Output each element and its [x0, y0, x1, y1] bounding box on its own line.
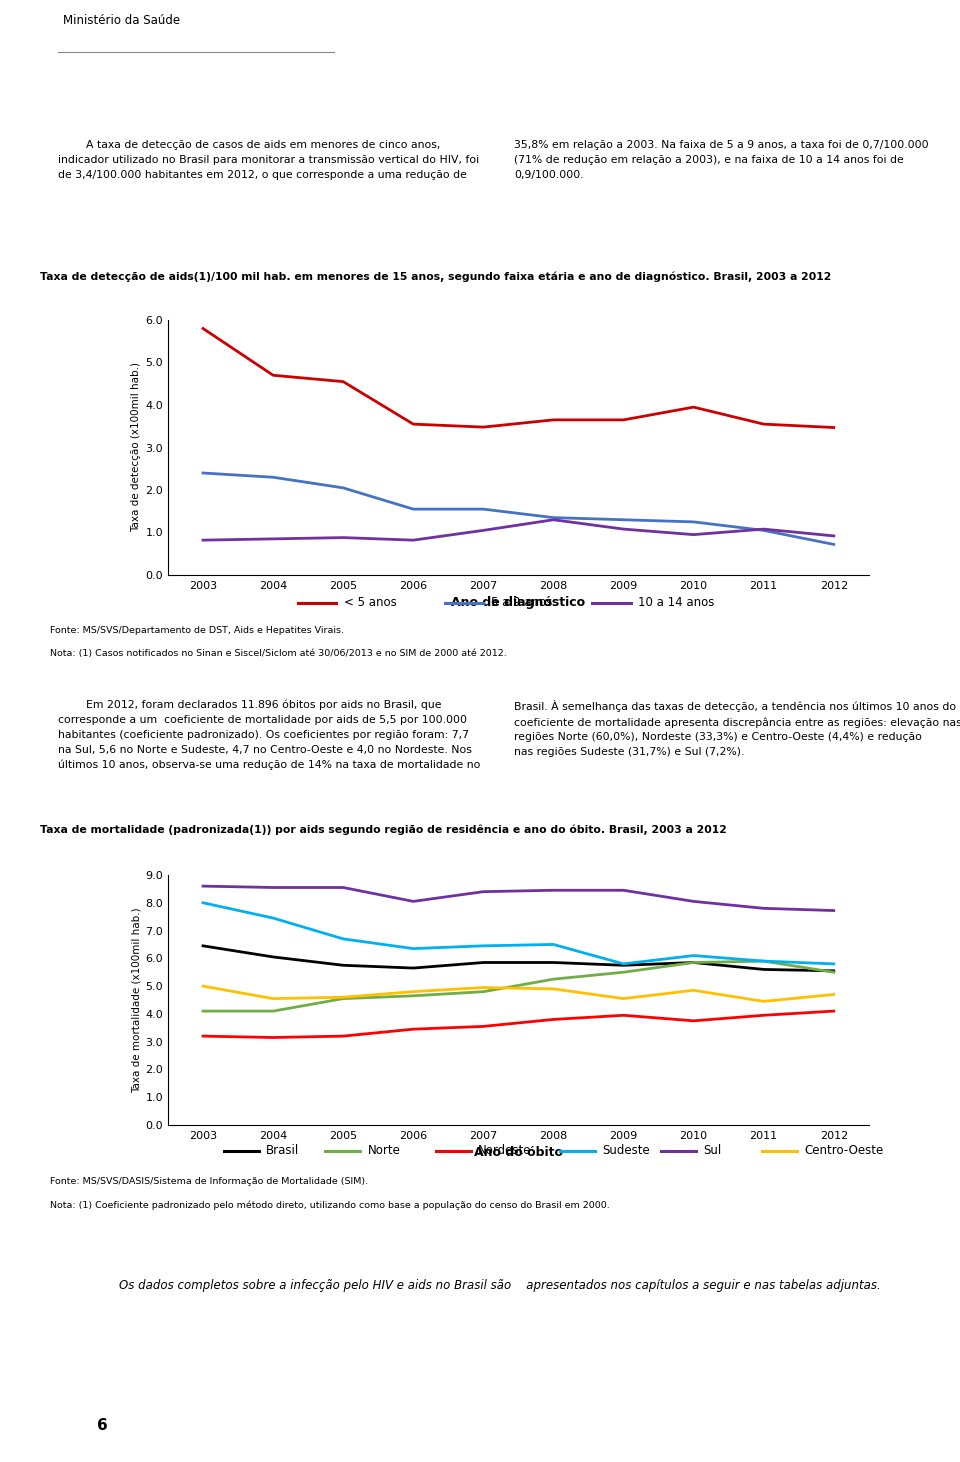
Y-axis label: Taxa de detecção (x100mil hab.): Taxa de detecção (x100mil hab.) [132, 363, 141, 532]
X-axis label: Ano de diagnóstico: Ano de diagnóstico [451, 596, 586, 610]
Text: Taxa de mortalidade (padronizada(1)) por aids segundo região de residência e ano: Taxa de mortalidade (padronizada(1)) por… [40, 825, 727, 835]
Text: Norte: Norte [368, 1143, 400, 1156]
Text: 5 a 9 anos: 5 a 9 anos [491, 596, 552, 610]
Text: Centro-Oeste: Centro-Oeste [804, 1143, 884, 1156]
Text: Em 2012, foram declarados 11.896 óbitos por aids no Brasil, que
corresponde a um: Em 2012, foram declarados 11.896 óbitos … [59, 700, 481, 770]
Text: 6: 6 [97, 1418, 108, 1433]
Text: Fonte: MS/SVS/Departamento de DST, Aids e Hepatites Virais.: Fonte: MS/SVS/Departamento de DST, Aids … [50, 626, 344, 635]
Y-axis label: Taxa de mortalidade (x100mil hab.): Taxa de mortalidade (x100mil hab.) [132, 908, 141, 1092]
Text: Brasil. À semelhança das taxas de detecção, a tendência nos últimos 10 anos do
c: Brasil. À semelhança das taxas de detecç… [514, 700, 960, 757]
Text: Brasil: Brasil [266, 1143, 300, 1156]
Text: A taxa de detecção de casos de aids em menores de cinco anos,
indicador utilizad: A taxa de detecção de casos de aids em m… [59, 140, 480, 180]
Text: 35,8% em relação a 2003. Na faixa de 5 a 9 anos, a taxa foi de 0,7/100.000
(71% : 35,8% em relação a 2003. Na faixa de 5 a… [514, 140, 928, 180]
Text: Os dados completos sobre a infecção pelo HIV e aids no Brasil são    apresentado: Os dados completos sobre a infecção pelo… [119, 1278, 881, 1291]
Text: Taxa de detecção de aids(1)/100 mil hab. em menores de 15 anos, segundo faixa et: Taxa de detecção de aids(1)/100 mil hab.… [40, 272, 831, 282]
Text: Aids: Aids [3, 159, 37, 247]
X-axis label: Ano do óbito: Ano do óbito [474, 1146, 563, 1159]
Text: Nordeste: Nordeste [478, 1143, 532, 1156]
Text: Nota: (1) Coeficiente padronizado pelo método direto, utilizando como base a pop: Nota: (1) Coeficiente padronizado pelo m… [50, 1200, 610, 1211]
Text: 10 a 14 anos: 10 a 14 anos [638, 596, 714, 610]
Text: Nota: (1) Casos notificados no Sinan e Siscel/Siclom até 30/06/2013 e no SIM de : Nota: (1) Casos notificados no Sinan e S… [50, 649, 506, 658]
Text: < 5 anos: < 5 anos [344, 596, 396, 610]
Text: Sudeste: Sudeste [602, 1143, 650, 1156]
Text: Sul: Sul [704, 1143, 722, 1156]
Text: Ministério da Saúde: Ministério da Saúde [63, 13, 180, 26]
Text: Fonte: MS/SVS/DASIS/Sistema de Informação de Mortalidade (SIM).: Fonte: MS/SVS/DASIS/Sistema de Informaçã… [50, 1177, 368, 1186]
